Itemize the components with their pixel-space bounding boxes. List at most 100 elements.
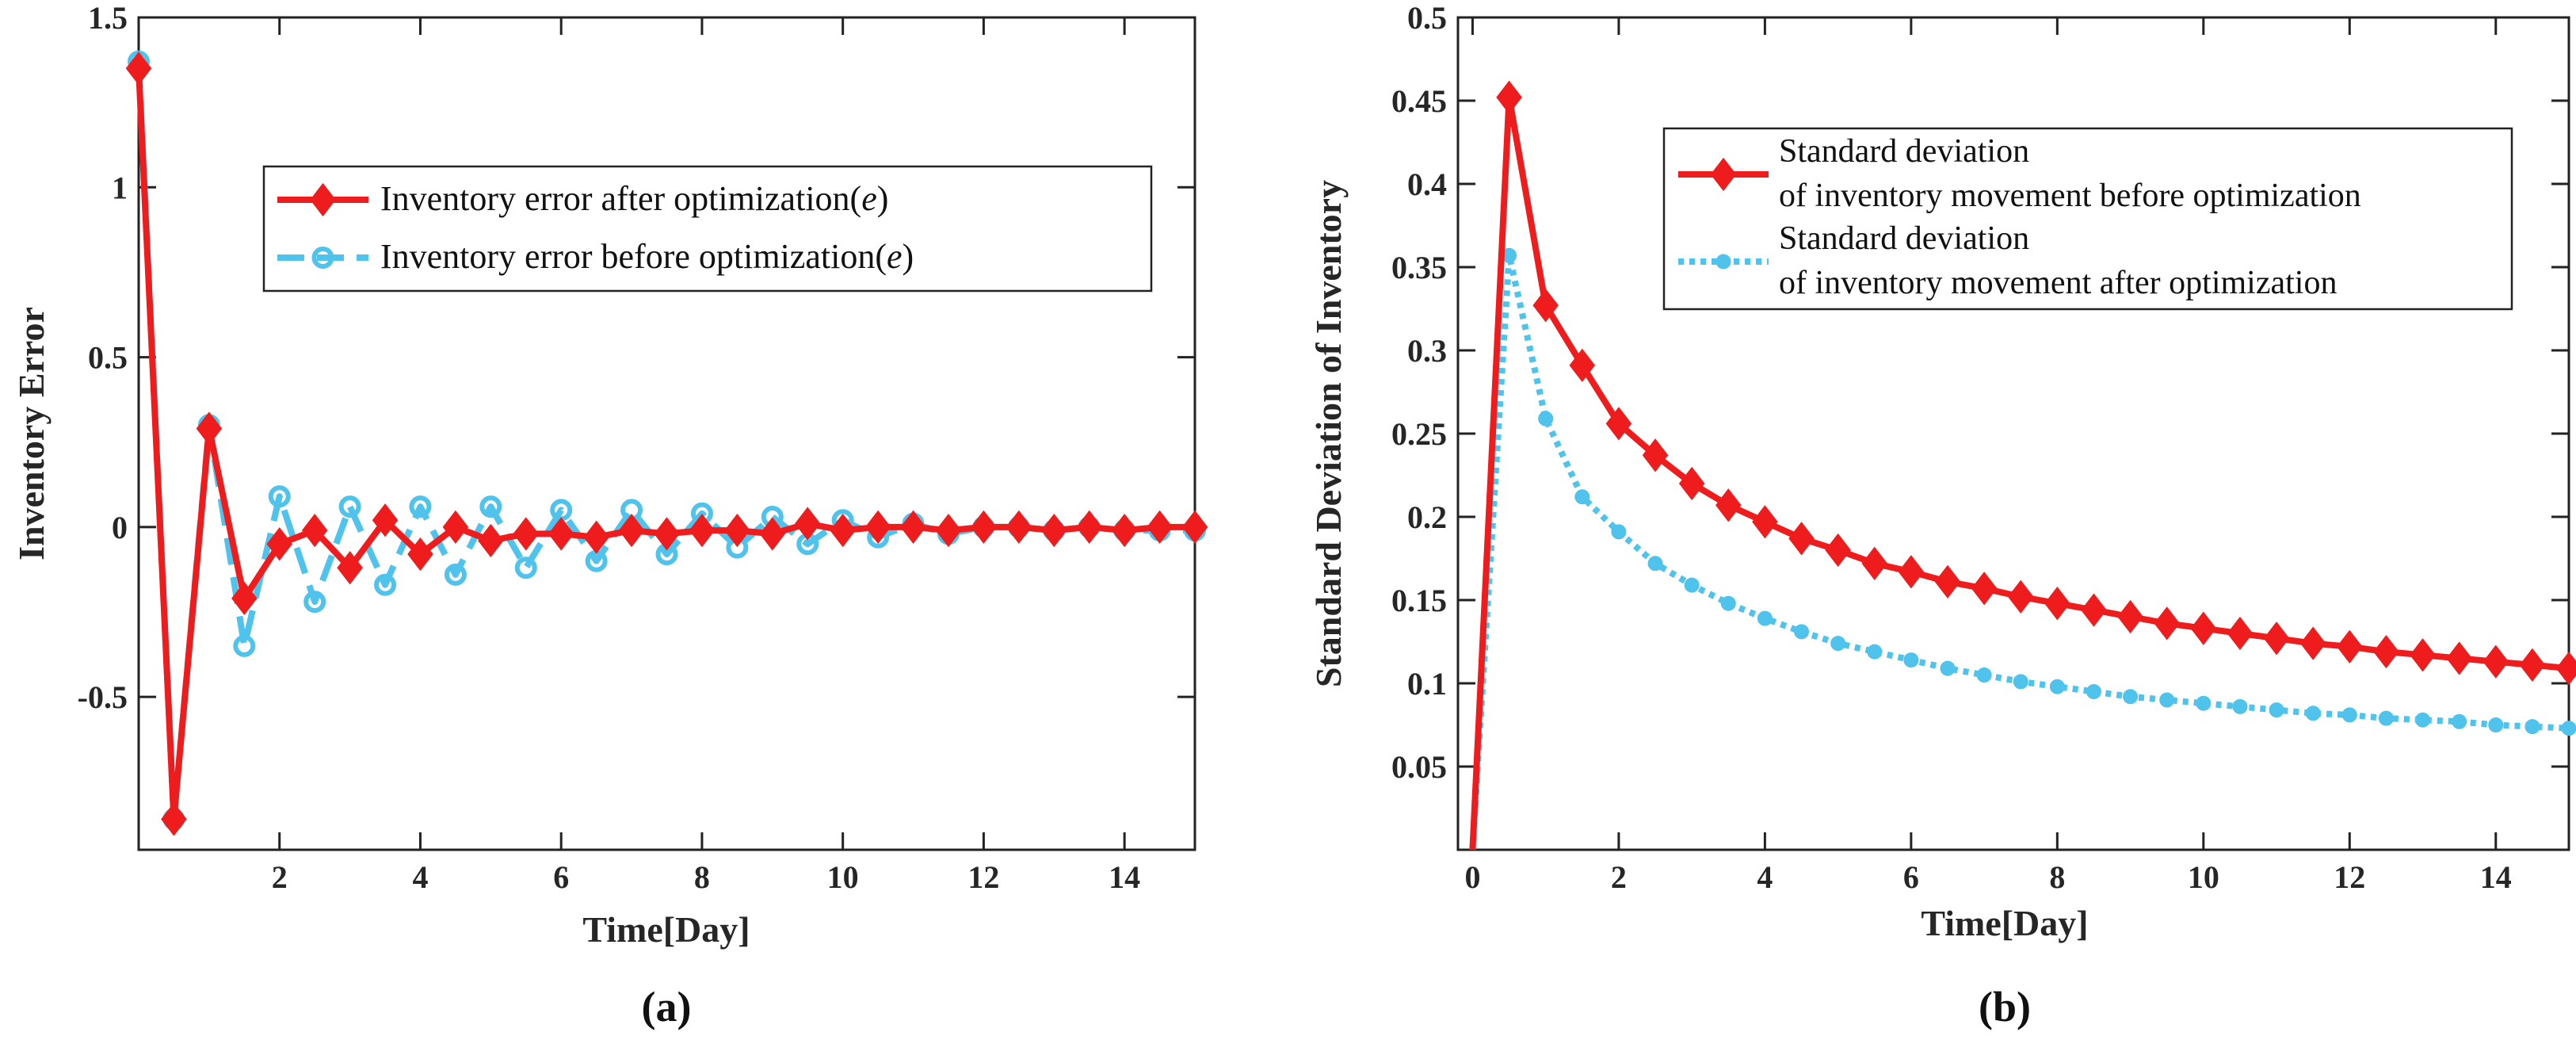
legend-b-samples [1678, 157, 1769, 270]
data-point-1-1-8 [1757, 610, 1773, 626]
plot-area-a [137, 16, 1196, 851]
x-tick-label-0-3: 8 [694, 859, 710, 895]
y-tick-label-1-2: 0.15 [1391, 583, 1447, 618]
data-point-0-0-26 [1041, 514, 1067, 548]
y-tick-label-1-7: 0.4 [1407, 166, 1447, 202]
data-point-0-1-3 [233, 634, 256, 657]
data-point-0-0-17 [724, 514, 750, 548]
x-tick-label-0-6: 14 [1109, 859, 1140, 895]
data-point-0-0-25 [1006, 510, 1032, 544]
x-tick-label-1-0: 0 [1464, 859, 1480, 895]
data-point-0-0-9 [442, 510, 469, 544]
legend-b-item-0-line2: of inventory movement before optimizatio… [1779, 178, 2361, 214]
data-point-0-1-7 [374, 573, 397, 596]
data-point-1-1-7 [1720, 595, 1736, 611]
data-point-1-0-29 [2519, 648, 2546, 683]
data-point-1-0-21 [2227, 616, 2254, 651]
data-point-0-1-9 [444, 563, 467, 586]
data-point-1-0-13 [1934, 564, 1961, 599]
legend-a-item-0: Inventory error after optimization(e) [380, 179, 888, 218]
x-tick-label-0-2: 6 [553, 859, 569, 895]
data-point-1-1-30 [2561, 721, 2576, 736]
data-point-1-1-3 [1574, 489, 1590, 505]
data-point-0-0-29 [1147, 510, 1173, 544]
data-point-0-0-5 [301, 514, 328, 548]
series-line-1-1 [1469, 252, 2570, 851]
series-b [1469, 80, 2576, 851]
data-point-0-0-28 [1111, 514, 1138, 548]
data-point-0-0-15 [654, 517, 680, 551]
data-point-0-0-6 [337, 551, 363, 585]
data-point-1-0-24 [2337, 629, 2363, 663]
data-point-0-0-10 [478, 523, 504, 558]
data-point-0-0-21 [864, 510, 891, 544]
x-tick-label-1-4: 8 [2049, 859, 2065, 895]
data-point-0-0-27 [1076, 510, 1102, 544]
legend-marker-0-1 [311, 247, 334, 269]
panel-label-a: (a) [642, 983, 692, 1031]
data-point-1-1-24 [2341, 707, 2357, 723]
legend-b: Standard deviation of inventory movement… [1662, 127, 2513, 311]
data-point-1-0-20 [2190, 611, 2217, 645]
y-axis-title-a: Inventory Error [11, 307, 52, 560]
data-point-1-0-1 [1496, 80, 1522, 114]
data-point-0-0-1 [161, 802, 187, 836]
y-tick-label-1-8: 0.45 [1391, 83, 1447, 119]
legend-marker-1-0 [1710, 157, 1737, 192]
data-point-1-0-9 [1788, 522, 1815, 556]
data-point-0-0-3 [231, 581, 258, 615]
x-tick-label-0-1: 4 [412, 859, 428, 895]
data-point-1-0-8 [1752, 505, 1778, 539]
legend-b-item-1: Standard deviation of inventory movement… [1779, 220, 2337, 301]
data-point-1-0-23 [2299, 626, 2326, 660]
y-tick-label-1-6: 0.35 [1391, 250, 1447, 285]
data-point-1-0-19 [2154, 606, 2180, 641]
y-tick-label-0-2: 0.5 [88, 340, 128, 376]
data-point-0-1-5 [303, 591, 326, 614]
series-a [125, 50, 1208, 836]
y-tick-label-1-9: 0.5 [1407, 0, 1447, 36]
data-point-1-1-14 [1976, 667, 1992, 683]
data-point-0-0-19 [794, 507, 821, 541]
data-point-0-0-8 [407, 537, 433, 572]
y-axis-title-b: Standard Deviation of Inventory [1308, 180, 1349, 687]
data-point-1-1-21 [2232, 698, 2248, 714]
data-point-1-1-10 [1830, 636, 1846, 652]
legend-a: Inventory error after optimization(e) In… [262, 165, 1153, 293]
data-point-1-1-27 [2452, 713, 2467, 729]
x-tick-label-1-1: 2 [1611, 859, 1627, 895]
data-point-0-0-20 [830, 514, 856, 548]
data-point-1-1-2 [1538, 411, 1554, 426]
data-point-1-0-10 [1825, 533, 1851, 568]
data-point-0-0-30 [1181, 510, 1208, 544]
data-point-0-0-16 [689, 514, 716, 548]
data-point-1-1-12 [1903, 652, 1919, 668]
data-point-1-1-26 [2415, 712, 2431, 728]
y-tick-label-1-0: 0.05 [1391, 749, 1447, 785]
data-point-0-0-22 [900, 510, 926, 544]
data-point-1-1-25 [2378, 710, 2394, 726]
data-point-1-1-22 [2269, 702, 2284, 718]
y-tick-label-1-3: 0.2 [1407, 499, 1447, 535]
data-point-0-1-11 [514, 556, 537, 579]
data-point-1-1-23 [2305, 706, 2321, 721]
data-point-0-0-23 [935, 514, 962, 548]
data-point-1-0-28 [2483, 644, 2509, 679]
y-tick-label-1-4: 0.25 [1391, 416, 1447, 452]
data-point-0-0-4 [266, 527, 292, 561]
data-point-1-0-14 [1971, 572, 1998, 606]
data-point-0-1-8 [409, 495, 432, 518]
legend-a-item-1: Inventory error before optimization(e) [380, 237, 914, 276]
data-point-1-1-28 [2488, 717, 2504, 732]
data-point-1-1-6 [1684, 577, 1700, 593]
y-tick-label-1-5: 0.3 [1407, 333, 1447, 369]
legend-marker-1-1 [1715, 254, 1731, 270]
data-point-0-1-10 [479, 495, 502, 518]
legend-a-box [262, 165, 1153, 293]
y-tick-label-0-1: 0 [112, 510, 128, 545]
y-tick-label-1-1: 0.1 [1407, 666, 1447, 702]
x-tick-label-0-0: 2 [272, 859, 288, 895]
data-point-0-0-18 [759, 517, 786, 551]
data-point-1-0-3 [1569, 348, 1596, 383]
